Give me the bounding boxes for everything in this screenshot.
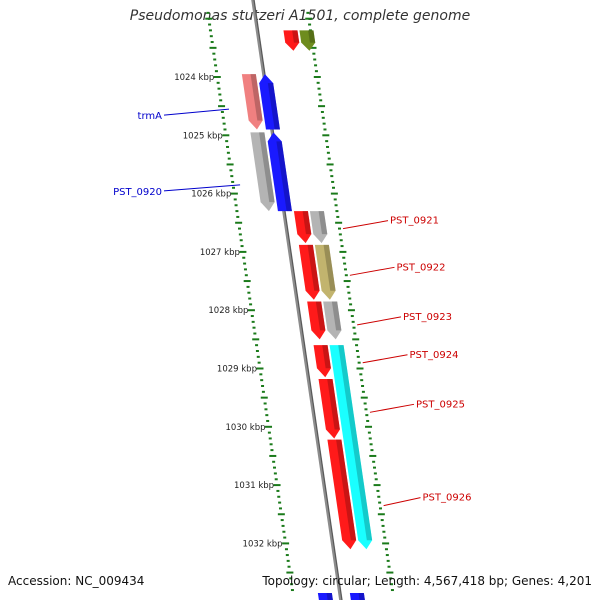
gene-label-right: PST_0923 <box>403 312 452 323</box>
gene-feature-shade <box>250 74 263 121</box>
gene-feature-shade <box>308 30 316 43</box>
gene-label-leader <box>163 184 241 192</box>
gene-feature-shade <box>331 301 342 331</box>
gene-feature-shade <box>336 439 357 541</box>
gene-feature-shade <box>322 345 331 369</box>
gene-feature-shade <box>338 345 373 541</box>
ruler-label: 1032 kbp <box>243 539 283 549</box>
gene-feature-shade <box>259 132 275 203</box>
gene-label-leader <box>383 497 421 507</box>
gene-feature-shade <box>267 83 280 130</box>
gene-label-leader <box>163 108 230 116</box>
ruler-label: 1028 kbp <box>208 306 248 316</box>
gene-feature-shade <box>307 244 320 291</box>
features-group <box>241 30 373 600</box>
gene-label-leader <box>342 220 389 230</box>
gene-labels-group: trmA PST_0920 PST_0921 PST_0922 PST_0923 PST_… <box>113 108 472 507</box>
ruler-label: 1030 kbp <box>225 423 265 433</box>
gene-feature-shade <box>318 211 328 235</box>
gene-label-left: PST_0920 <box>113 187 162 198</box>
gene-label-left: trmA <box>138 111 163 122</box>
gene-feature-shade <box>302 211 312 235</box>
gene-label-right: PST_0924 <box>410 350 459 361</box>
gene-label-right: PST_0922 <box>397 262 446 273</box>
genome-stats-text: Topology: circular; Length: 4,567,418 bp… <box>262 574 592 588</box>
gene-feature-shade <box>358 592 365 600</box>
ruler-label: 1031 kbp <box>234 481 274 491</box>
gene-feature-shade <box>326 592 333 600</box>
ruler-label: 1026 kbp <box>191 190 231 200</box>
ruler-label: 1025 kbp <box>183 131 223 141</box>
gene-feature-shade <box>315 301 326 331</box>
gene-feature-shade <box>323 244 336 291</box>
gene-feature-shade <box>276 141 292 212</box>
map-title: Pseudomonas stutzeri A1501, complete gen… <box>129 8 471 24</box>
gene-feature-shade <box>292 30 300 43</box>
ruler-group: 1024 kbp 1025 kbp 1026 kbp 1027 kbp 1028 kbp… <box>174 11 394 592</box>
gene-label-leader <box>369 403 415 413</box>
ruler-label: 1024 kbp <box>174 73 214 83</box>
gene-label-right: PST_0926 <box>423 493 472 504</box>
gene-label-right: PST_0925 <box>416 399 465 410</box>
gene-label-leader <box>357 316 402 326</box>
ruler-label: 1027 kbp <box>200 248 240 258</box>
gene-label-right: PST_0921 <box>390 216 439 227</box>
gene-label-leader <box>362 354 408 364</box>
gene-feature-shade <box>327 378 340 430</box>
gene-label-leader <box>349 266 395 276</box>
accession-text: Accession: NC_009434 <box>8 574 145 588</box>
ruler-label: 1029 kbp <box>217 365 257 375</box>
